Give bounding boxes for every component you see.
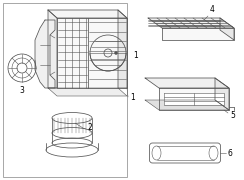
Polygon shape [159, 88, 229, 110]
Polygon shape [148, 18, 234, 28]
Text: 1: 1 [130, 93, 135, 102]
Polygon shape [220, 18, 234, 40]
Polygon shape [145, 100, 229, 110]
Polygon shape [48, 88, 127, 96]
Polygon shape [145, 78, 229, 88]
Polygon shape [164, 93, 224, 105]
Polygon shape [215, 78, 229, 110]
Polygon shape [57, 18, 127, 88]
Bar [3, 3, 127, 177]
Polygon shape [48, 10, 127, 18]
Text: 4: 4 [210, 5, 215, 14]
Polygon shape [35, 20, 55, 88]
Text: 2: 2 [88, 123, 93, 132]
Polygon shape [118, 10, 127, 88]
Text: 5: 5 [230, 111, 235, 120]
Text: 3: 3 [20, 86, 24, 95]
Circle shape [114, 51, 118, 55]
Text: 6: 6 [228, 148, 233, 158]
Polygon shape [48, 10, 57, 88]
Polygon shape [162, 28, 234, 40]
Text: 1: 1 [133, 51, 138, 60]
